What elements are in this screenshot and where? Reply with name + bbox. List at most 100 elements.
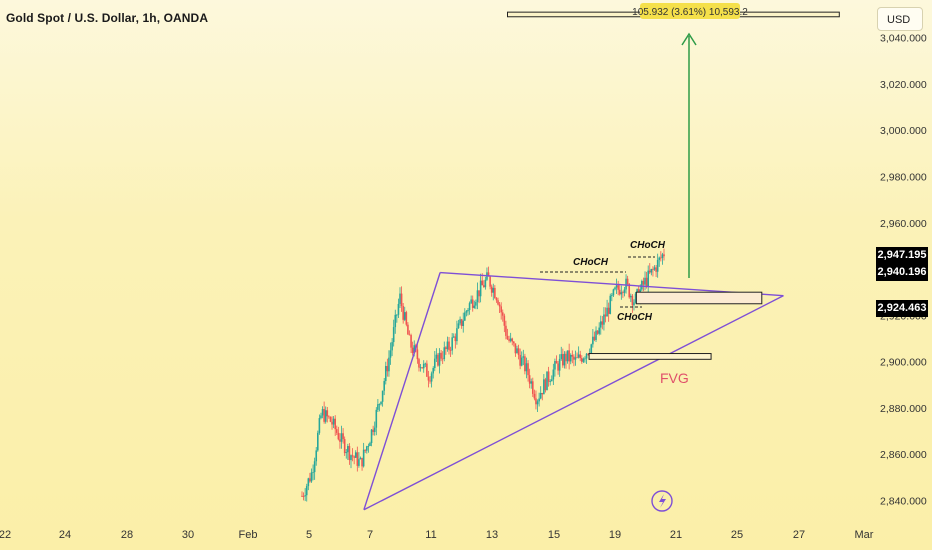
candle-body-up xyxy=(307,478,310,487)
candle-body-up xyxy=(479,280,482,297)
candle-body-down xyxy=(573,356,575,360)
candle-body-up xyxy=(446,341,449,350)
x-tick-label: 22 xyxy=(0,529,11,541)
candle-body-up xyxy=(424,363,427,365)
candle-body-up xyxy=(633,302,635,306)
candle-body-down xyxy=(495,298,498,301)
price-tag-middle: 2,940.196 xyxy=(876,264,928,281)
candle-body-up xyxy=(644,277,646,285)
candle-body-down xyxy=(535,398,537,405)
candle-body-up xyxy=(438,352,441,366)
candle-body-down xyxy=(427,376,430,381)
candle-body-down xyxy=(348,446,351,461)
candle-body-down xyxy=(531,381,534,394)
candle-body-down xyxy=(445,347,447,350)
candle-body-down xyxy=(326,410,329,417)
candle-body-up xyxy=(598,327,600,334)
choch-label: CHoCH xyxy=(630,240,666,251)
candle-body-down xyxy=(562,354,564,366)
candle-body-up xyxy=(370,429,373,444)
candle-body-up xyxy=(470,299,472,304)
candle-body-down xyxy=(410,335,412,348)
candle-body-up xyxy=(451,337,453,351)
candle-body-up xyxy=(383,381,386,391)
candle-body-up xyxy=(318,418,321,433)
candle-body-up xyxy=(313,461,316,473)
x-tick-label: 13 xyxy=(486,529,498,541)
candle-body-down xyxy=(454,336,457,342)
candle-body-down xyxy=(587,353,589,355)
candle-body-up xyxy=(317,432,319,451)
currency-selector[interactable]: USD xyxy=(877,7,923,31)
candle-body-up xyxy=(358,459,360,466)
candle-body-down xyxy=(386,366,389,372)
candle-body-down xyxy=(568,350,570,362)
candle-body-down xyxy=(541,392,544,395)
candle-body-down xyxy=(622,292,624,294)
choch-label: CHoCH xyxy=(617,312,653,323)
candle-body-down xyxy=(652,268,654,270)
candle-body-up xyxy=(492,287,495,293)
candle-body-down xyxy=(351,455,354,457)
candle-body-down xyxy=(508,339,510,341)
candle-body-up xyxy=(525,363,528,372)
candle-body-up xyxy=(620,292,623,295)
projection-label-box xyxy=(640,3,740,19)
candle-body-down xyxy=(517,348,520,355)
candle-body-down xyxy=(511,338,514,342)
candle-body-up xyxy=(443,347,446,360)
candle-body-down xyxy=(478,290,480,297)
candle-body-up xyxy=(315,450,318,462)
candle-body-down xyxy=(497,300,499,305)
candle-body-up xyxy=(347,446,349,453)
candle-body-down xyxy=(328,416,330,418)
candle-body-down xyxy=(429,380,431,382)
candle-body-up xyxy=(625,278,627,290)
candle-body-up xyxy=(384,366,387,382)
candle-body-down xyxy=(460,319,463,327)
candle-body-down xyxy=(604,314,607,317)
candle-body-down xyxy=(448,341,450,350)
candle-body-up xyxy=(324,410,327,422)
candle-body-down xyxy=(524,356,526,372)
candle-body-down xyxy=(323,409,325,422)
candle-body-up xyxy=(350,455,352,461)
candle-body-down xyxy=(487,272,490,277)
candle-body-up xyxy=(563,353,566,366)
choch-label: CHoCH xyxy=(573,257,609,268)
candle-body-up xyxy=(396,314,398,316)
candle-body-up xyxy=(464,312,466,321)
candle-body-up xyxy=(388,357,390,372)
candle-body-down xyxy=(411,347,414,354)
candle-body-up xyxy=(321,409,324,416)
candle-body-up xyxy=(389,350,392,358)
candle-body-up xyxy=(476,290,479,303)
candle-body-up xyxy=(381,390,384,402)
candle-body-down xyxy=(361,457,363,467)
candle-body-down xyxy=(400,293,403,307)
candle-body-down xyxy=(335,429,338,433)
candle-body-up xyxy=(452,336,455,338)
candle-body-up xyxy=(603,314,605,325)
candle-body-up xyxy=(310,472,313,482)
candle-body-down xyxy=(642,280,645,285)
candle-body-down xyxy=(405,312,408,325)
candle-body-up xyxy=(475,302,477,306)
candle-body-up xyxy=(650,268,653,273)
candle-body-down xyxy=(576,357,578,359)
candle-body-up xyxy=(656,259,659,272)
candle-body-down xyxy=(601,321,604,325)
candle-body-up xyxy=(369,443,371,447)
candle-body-up xyxy=(566,350,569,362)
x-tick-label: 21 xyxy=(670,529,682,541)
candle-body-up xyxy=(543,379,545,395)
candle-body-up xyxy=(413,345,416,354)
candle-body-up xyxy=(433,358,436,369)
x-tick-label: Feb xyxy=(239,529,258,541)
candle-body-up xyxy=(658,257,661,260)
candle-body-down xyxy=(557,363,559,371)
candle-body-up xyxy=(375,409,378,428)
candle-body-up xyxy=(473,305,476,308)
candle-body-up xyxy=(536,401,539,405)
